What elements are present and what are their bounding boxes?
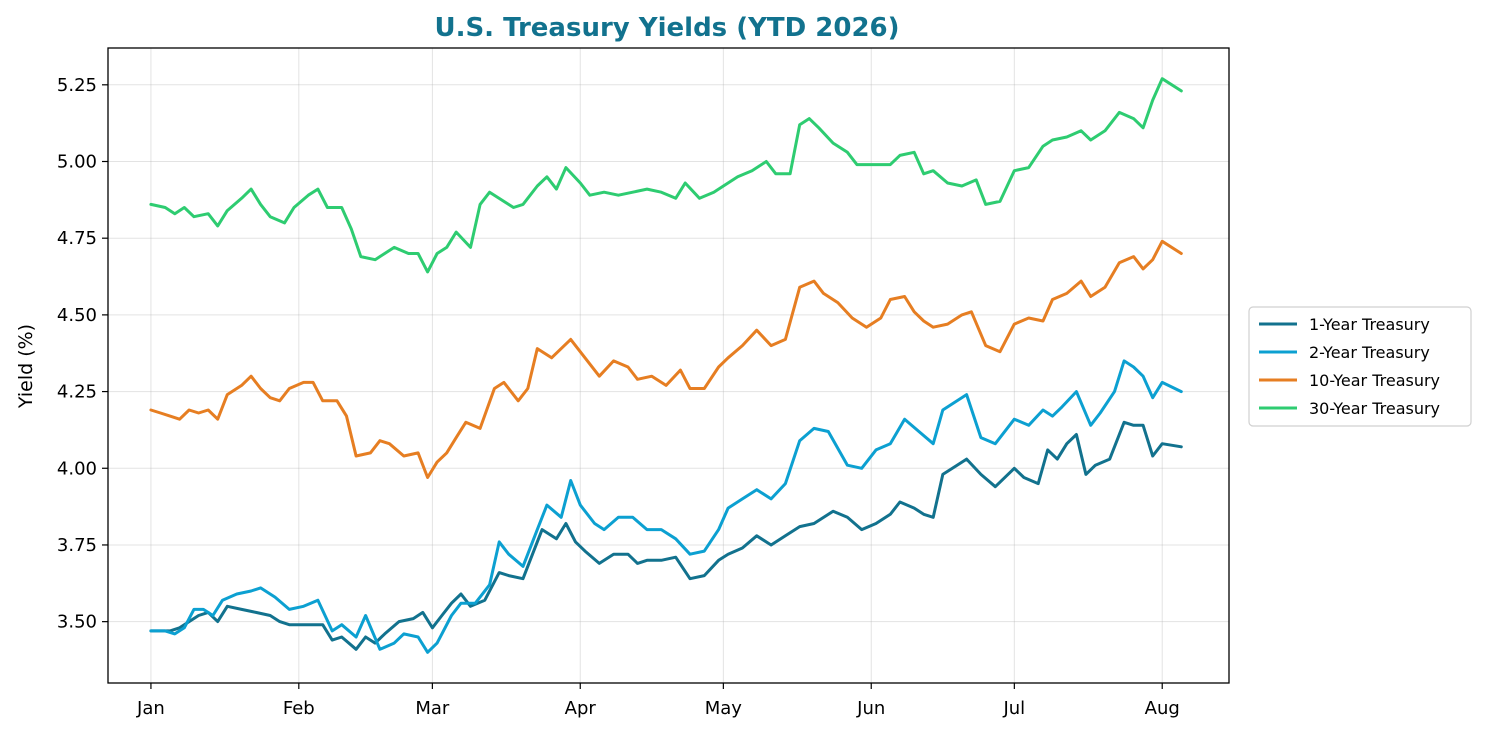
x-tick-label: Mar [415, 698, 450, 719]
x-axis: Jan Feb Mar Apr May Jun Jul Aug [136, 683, 1180, 719]
y-tick-label: 4.50 [57, 305, 97, 326]
x-tick-label: Jul [1002, 698, 1025, 719]
series-line-3 [149, 239, 1183, 479]
y-axis-label: Yield (%) [15, 324, 37, 409]
chart-title: U.S. Treasury Yields (YTD 2026) [434, 13, 899, 43]
y-tick-label: 4.25 [57, 382, 97, 403]
series-line-2 [149, 359, 1183, 654]
x-tick-label: Aug [1145, 698, 1180, 719]
y-tick-label: 3.75 [57, 535, 97, 556]
legend-box [1248, 306, 1472, 427]
x-tick-label: Apr [565, 698, 597, 719]
series-lines [149, 77, 1183, 654]
y-tick-label: 3.50 [57, 612, 97, 633]
y-tick-label: 5.00 [57, 152, 97, 173]
plot-frame [107, 47, 1230, 684]
x-tick-label: Jan [136, 698, 165, 719]
series-line-4 [149, 77, 1183, 274]
legend: 1-Year Treasury 2-Year Treasury 10-Year Tr… [1248, 306, 1472, 427]
gridlines [108, 48, 1229, 683]
y-tick-label: 5.25 [57, 75, 97, 96]
y-tick-label: 4.75 [57, 228, 97, 249]
series-line-1 [149, 420, 1183, 651]
legend-label: 2-Year Treasury [1309, 343, 1430, 362]
legend-label: 10-Year Treasury [1309, 371, 1440, 390]
x-tick-label: May [705, 698, 743, 719]
y-axis: 3.50 3.75 4.00 4.25 4.50 4.75 5.00 5.25 [57, 75, 108, 633]
x-tick-label: Jun [856, 698, 885, 719]
legend-label: 1-Year Treasury [1309, 315, 1430, 334]
y-tick-label: 4.00 [57, 458, 97, 479]
legend-label: 30-Year Treasury [1309, 399, 1440, 418]
x-tick-label: Feb [283, 698, 315, 719]
